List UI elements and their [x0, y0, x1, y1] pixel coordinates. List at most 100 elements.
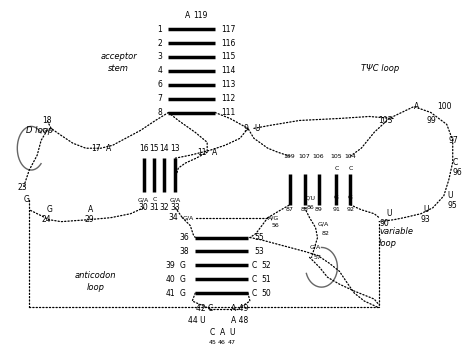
Text: 13: 13: [171, 144, 180, 153]
Text: A 49: A 49: [230, 305, 248, 313]
Text: C: C: [334, 165, 338, 170]
Text: 96: 96: [453, 168, 463, 176]
Text: 4: 4: [157, 66, 163, 75]
Text: C: C: [348, 165, 353, 170]
Text: U: U: [254, 124, 259, 133]
Text: 33: 33: [171, 203, 180, 212]
Text: 40: 40: [165, 275, 175, 284]
Text: 97: 97: [449, 136, 458, 145]
Text: 88: 88: [301, 207, 309, 212]
Text: C: C: [252, 261, 257, 270]
Text: U: U: [229, 328, 235, 337]
Text: A: A: [219, 328, 225, 337]
Text: 18: 18: [42, 116, 52, 125]
Text: C: C: [210, 328, 215, 337]
Text: loop: loop: [379, 239, 397, 248]
Text: D loop: D loop: [26, 126, 53, 135]
Text: A: A: [414, 102, 419, 111]
Text: U: U: [448, 191, 453, 200]
Text: 36: 36: [180, 233, 189, 242]
Text: 51: 51: [262, 275, 272, 284]
Text: U: U: [387, 209, 392, 218]
Text: G: G: [46, 205, 52, 214]
Text: 30: 30: [139, 203, 148, 212]
Text: 95: 95: [448, 201, 457, 210]
Text: G: G: [348, 195, 353, 200]
Text: 105: 105: [330, 154, 342, 159]
Text: A: A: [212, 148, 218, 157]
Text: 34: 34: [169, 213, 178, 222]
Text: 92: 92: [346, 207, 355, 212]
Text: 23: 23: [17, 184, 27, 192]
Text: 39: 39: [165, 261, 175, 270]
Text: U: U: [423, 205, 428, 214]
Text: G: G: [180, 275, 185, 284]
Text: 9: 9: [243, 124, 248, 133]
Text: 6: 6: [157, 80, 163, 89]
Text: 14: 14: [160, 144, 169, 153]
Text: 3: 3: [157, 53, 163, 61]
Text: C/U: C/U: [305, 195, 316, 200]
Text: 1: 1: [158, 24, 163, 34]
Text: 38: 38: [180, 247, 189, 256]
Text: 16: 16: [139, 144, 148, 153]
Text: A: A: [185, 11, 190, 20]
Text: 82: 82: [321, 231, 329, 236]
Text: 7: 7: [157, 94, 163, 103]
Text: 56: 56: [272, 223, 280, 228]
Text: 109: 109: [284, 154, 296, 159]
Text: 114: 114: [221, 66, 236, 75]
Text: C: C: [252, 275, 257, 284]
Text: 89: 89: [315, 207, 322, 212]
Text: G/A: G/A: [310, 245, 321, 250]
Text: 91: 91: [332, 207, 340, 212]
Text: C: C: [453, 158, 458, 166]
Text: 115: 115: [221, 53, 236, 61]
Text: 46: 46: [218, 340, 226, 345]
Text: 103: 103: [379, 116, 393, 125]
Text: G: G: [23, 195, 29, 204]
Text: 11: 11: [198, 148, 207, 157]
Text: 100: 100: [437, 102, 451, 111]
Text: 42 C: 42 C: [196, 305, 213, 313]
Text: variable: variable: [379, 227, 413, 236]
Text: G/A: G/A: [42, 128, 53, 133]
Text: 112: 112: [221, 94, 236, 103]
Text: 41: 41: [166, 289, 175, 297]
Text: C: C: [152, 197, 157, 202]
Text: G/A: G/A: [318, 221, 329, 226]
Text: 53: 53: [254, 247, 264, 256]
Text: G: G: [180, 289, 185, 297]
Text: anticodon: anticodon: [75, 271, 117, 280]
Text: 24: 24: [41, 215, 51, 224]
Text: 119: 119: [193, 11, 208, 20]
Text: acceptor: acceptor: [100, 53, 137, 61]
Text: 50: 50: [262, 289, 272, 297]
Text: G/A: G/A: [182, 215, 193, 220]
Text: 104: 104: [345, 154, 356, 159]
Text: C: C: [252, 289, 257, 297]
Text: 17: 17: [91, 144, 101, 153]
Text: 57: 57: [313, 255, 321, 260]
Text: TΨC loop: TΨC loop: [361, 64, 400, 73]
Text: A: A: [88, 205, 93, 214]
Text: G/A: G/A: [138, 197, 149, 202]
Text: 32: 32: [160, 203, 169, 212]
Text: loop: loop: [87, 283, 105, 292]
Text: 2: 2: [158, 39, 163, 48]
Text: 99: 99: [427, 116, 437, 125]
Text: 47: 47: [228, 340, 236, 345]
Text: 55: 55: [254, 233, 264, 242]
Text: 45: 45: [208, 340, 216, 345]
Text: A 48: A 48: [231, 316, 248, 326]
Text: 106: 106: [313, 154, 324, 159]
Text: 111: 111: [221, 108, 236, 117]
Text: 8: 8: [158, 108, 163, 117]
Text: 107: 107: [299, 154, 310, 159]
Text: 29: 29: [84, 215, 94, 224]
Text: G/A: G/A: [170, 197, 181, 202]
Text: 44 U: 44 U: [188, 316, 206, 326]
Text: 113: 113: [221, 80, 236, 89]
Text: G: G: [180, 261, 185, 270]
Text: 15: 15: [150, 144, 159, 153]
